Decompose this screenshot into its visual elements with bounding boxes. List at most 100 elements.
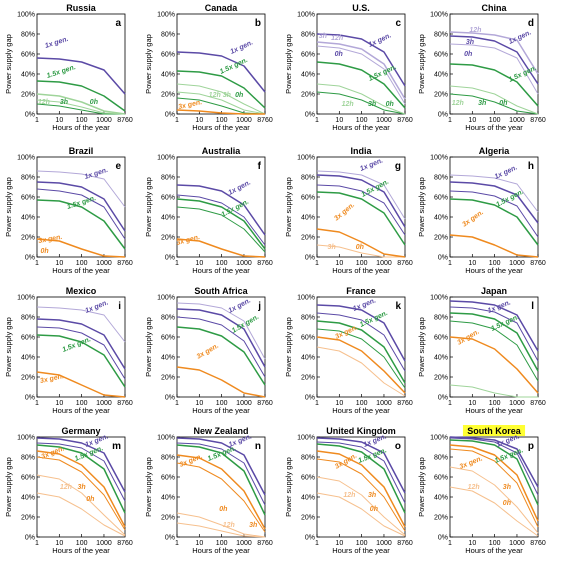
y-tick-label: 80%	[434, 455, 448, 462]
series-line-3xgen	[316, 450, 406, 528]
panel-letter: k	[395, 301, 401, 312]
panel-letter: d	[528, 18, 534, 29]
annotation-label: 1.5x gen.	[494, 447, 524, 465]
x-tick-label: 1	[315, 540, 319, 547]
y-tick-label: 40%	[434, 355, 448, 362]
panel-m: Germany 0% 20% 40% 60% 80% 100% 1 10 100 1000 8760 H…	[4, 426, 133, 555]
y-tick-label: 20%	[21, 92, 35, 99]
series-line-15xgen	[36, 334, 126, 388]
y-axis-label: Power supply gap	[417, 457, 426, 517]
annotation-label: 1x gen.	[227, 179, 252, 197]
series-line	[36, 326, 126, 380]
x-axis-label: Hours of the year	[332, 406, 390, 415]
y-tick-label: 100%	[297, 295, 315, 302]
series-line	[176, 522, 266, 538]
y-tick-label: 80%	[21, 455, 35, 462]
x-tick-label: 1000	[376, 540, 392, 547]
y-tick-label: 40%	[434, 215, 448, 222]
series-line-1xgen	[316, 174, 406, 228]
y-tick-label: 100%	[297, 435, 315, 442]
annotation-label: 3h	[60, 99, 68, 106]
y-tick-label: 60%	[21, 475, 35, 482]
y-tick-label: 60%	[434, 195, 448, 202]
series-line	[316, 45, 406, 105]
x-tick-label: 100	[489, 540, 501, 547]
y-tick-label: 100%	[430, 435, 448, 442]
annotation-label: 0h	[86, 496, 94, 503]
y-tick-label: 20%	[301, 375, 315, 382]
y-tick-label: 60%	[21, 195, 35, 202]
annotation-label: 1x gen.	[487, 299, 512, 315]
y-tick-label: 0%	[25, 255, 35, 262]
series-line-1xgen	[36, 318, 126, 370]
y-tick-label: 40%	[301, 72, 315, 79]
series-line-3xgen	[449, 234, 539, 258]
y-tick-label: 0%	[165, 255, 175, 262]
x-tick-label: 1	[175, 117, 179, 124]
annotation-label: 3h	[503, 484, 511, 491]
axes-frame	[316, 156, 406, 258]
x-tick-label: 100	[489, 260, 501, 267]
y-tick-label: 100%	[430, 12, 448, 19]
x-tick-label: 1	[175, 540, 179, 547]
series-line-15xgen	[176, 326, 266, 386]
annotation-label: 3x gen.	[39, 373, 64, 385]
panel-letter: g	[395, 161, 401, 172]
series-line-3xgen	[36, 371, 126, 398]
series-line	[449, 437, 539, 496]
x-axis-label: Hours of the year	[52, 546, 110, 555]
series-line-1xgen	[316, 304, 406, 362]
annotation-label: 12h	[468, 484, 480, 491]
y-tick-label: 60%	[161, 52, 175, 59]
x-tick-label: 1	[448, 117, 452, 124]
series-line	[176, 83, 266, 115]
y-axis-label: Power supply gap	[284, 34, 293, 94]
y-axis-label: Power supply gap	[144, 317, 153, 377]
panel-letter: h	[528, 161, 534, 172]
series-line-15xgen	[176, 198, 266, 250]
x-tick-label: 8760	[397, 540, 413, 547]
y-tick-label: 60%	[434, 335, 448, 342]
annotation-label: 3h	[249, 522, 257, 529]
series-line	[316, 184, 406, 236]
panel-j: South Africa 0% 20% 40% 60% 80% 100% 1 10 100 1000…	[144, 286, 273, 415]
x-tick-label: 1	[315, 117, 319, 124]
series-line-1xgen	[176, 437, 266, 496]
annotation-label: 1x gen.	[508, 29, 533, 46]
series-line-15xgen	[36, 444, 126, 514]
series-line	[449, 43, 539, 95]
x-tick-label: 8760	[530, 540, 546, 547]
y-tick-label: 100%	[157, 435, 175, 442]
y-tick-label: 60%	[301, 195, 315, 202]
series-line	[36, 456, 126, 531]
x-tick-label: 10	[468, 260, 476, 267]
panel-a: Russia 0% 20% 40% 60% 80% 100% 1 10 100 1000 8760 Ho…	[4, 3, 133, 132]
panel-c: U.S. 0% 20% 40% 60% 80% 100% 1 10 100 1000 8760 Hour…	[284, 3, 413, 132]
y-axis-label: Power supply gap	[4, 177, 13, 237]
x-tick-label: 1	[35, 400, 39, 407]
annotation-label: 1.5x gen.	[46, 64, 77, 80]
annotation-label: 3h	[478, 100, 486, 107]
panel-title: China	[481, 3, 507, 13]
series-line	[449, 93, 539, 115]
y-tick-label: 40%	[161, 495, 175, 502]
panel-title: New Zealand	[193, 426, 248, 436]
x-axis-label: Hours of the year	[332, 266, 390, 275]
series-line	[36, 492, 126, 537]
series-line	[449, 190, 539, 238]
panel-title: Algeria	[479, 146, 511, 156]
series-line-1xgen	[449, 300, 539, 352]
y-tick-label: 40%	[161, 72, 175, 79]
y-axis-label: Power supply gap	[417, 34, 426, 94]
panel-letter: e	[115, 161, 121, 172]
axes-frame	[316, 436, 406, 538]
x-axis-label: Hours of the year	[465, 266, 523, 275]
panel-g: India 0% 20% 40% 60% 80% 100% 1 10 100 1000 8760 Hou…	[284, 146, 413, 275]
series-line-3xgen	[36, 238, 126, 258]
x-tick-label: 100	[356, 117, 368, 124]
annotation-label: 3x gen.	[176, 234, 201, 247]
series-line	[316, 312, 406, 372]
y-tick-label: 60%	[21, 335, 35, 342]
panel-title: Brazil	[69, 146, 94, 156]
series-line	[316, 328, 406, 389]
